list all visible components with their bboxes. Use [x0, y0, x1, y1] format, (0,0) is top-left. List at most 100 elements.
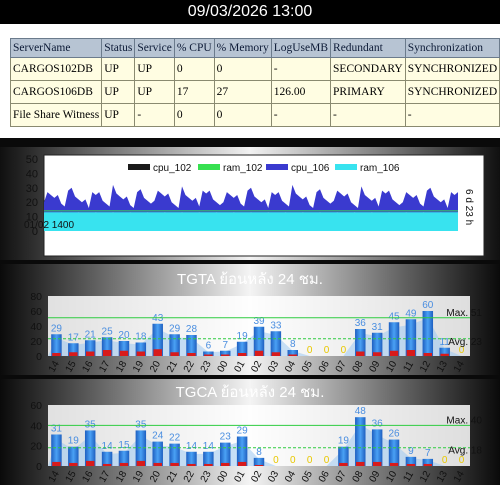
bar-secondary [237, 353, 247, 356]
x-tick-label: 12 [418, 359, 433, 375]
column-header: Status [101, 38, 136, 58]
data-label: 60 [422, 300, 434, 311]
perf-chart-panel: 50 40 30 20 10 0 cpu_102 ram_102 cpu_106 ram_… [0, 147, 500, 260]
chart-title: TGTA ย้อนหลัง 24 ชม. [177, 271, 323, 288]
x-tick-label: 03 [266, 359, 281, 375]
bar [186, 451, 197, 466]
perf-chart-svg: 50 40 30 20 10 0 cpu_102 ram_102 cpu_106 ram_… [0, 147, 500, 260]
bar-secondary [153, 349, 162, 356]
x-tick-label: 23 [199, 469, 214, 485]
table-cell: UP [134, 57, 175, 81]
bar-secondary [52, 353, 61, 356]
bar [405, 319, 417, 356]
data-label: 0 [459, 455, 465, 466]
avg-label: Avg. 23 [448, 337, 482, 348]
bar-secondary [339, 462, 348, 466]
data-label: 9 [408, 446, 414, 457]
bar [118, 341, 130, 356]
panel-divider [0, 375, 500, 379]
bar-secondary [254, 464, 264, 466]
bar-secondary [170, 352, 179, 356]
series-area-ram106 [44, 210, 458, 231]
max-label: Max. 51 [446, 308, 482, 319]
data-label: 22 [169, 433, 181, 444]
table-cell: 0 [213, 57, 272, 81]
panel-divider [0, 260, 500, 264]
table-cell: UP [134, 80, 175, 104]
legend-label: cpu_106 [291, 163, 330, 174]
data-label: 31 [51, 423, 63, 434]
x-tick-label: 16 [80, 359, 95, 375]
data-label: 19 [338, 436, 350, 447]
y-tick-label: 20 [30, 336, 42, 348]
x-tick-label: 12 [418, 469, 433, 485]
x-tick-label: 21 [165, 469, 180, 485]
bar [152, 323, 163, 356]
x-tick-label: 10 [384, 469, 399, 485]
bar-secondary [102, 463, 112, 466]
bar-secondary [85, 460, 95, 466]
data-label: 48 [355, 406, 367, 417]
data-label: 0 [307, 345, 313, 356]
table-header-row: ServerName Status Service % CPU % Memory… [9, 38, 500, 58]
bar-secondary [423, 463, 433, 466]
data-label: 45 [388, 311, 400, 322]
table-cell: - [270, 103, 332, 127]
data-label: 14 [102, 441, 114, 452]
data-label: 7 [425, 448, 431, 459]
bar-secondary [119, 462, 129, 466]
bar [422, 311, 434, 356]
bar [101, 337, 113, 356]
x-tick-label: 19 [131, 469, 146, 485]
perf-y-tick: 40 [26, 168, 38, 180]
bar-secondary [187, 463, 196, 466]
bar-secondary [389, 462, 399, 466]
data-label: 26 [388, 429, 400, 440]
bar [236, 341, 248, 356]
series-area-cpu106 [44, 184, 458, 213]
table-cell: 17 [173, 80, 215, 104]
bar [203, 351, 214, 356]
x-tick-label: 07 [334, 469, 349, 485]
legend-label: ram_102 [223, 163, 263, 174]
y-tick-label: 0 [36, 461, 42, 473]
x-tick-label: 18 [114, 359, 129, 375]
table-cell: CARGOS106DB [9, 80, 103, 104]
data-label: 36 [355, 318, 367, 329]
table-cell: SYNCHRONIZED [404, 80, 500, 104]
perf-x-label: 01/02 1400 [24, 220, 74, 231]
table-row: CARGOS102DB UP UP 0 0 - SECONDARY SYNCHR… [9, 57, 500, 81]
data-label: 0 [459, 345, 465, 356]
table-cell: - [270, 57, 332, 81]
data-label: 0 [341, 345, 347, 356]
data-label: 0 [290, 455, 296, 466]
table-row: File Share Witness UP - 0 0 - - - [9, 103, 500, 127]
x-tick-label: 09 [367, 469, 382, 485]
perf-y-tick: 20 [26, 197, 38, 209]
data-label: 7 [222, 340, 228, 351]
data-label: 6 [206, 341, 212, 352]
bar [135, 430, 147, 466]
bar [253, 457, 265, 466]
column-header: Synchronization [404, 38, 500, 58]
bar-secondary [271, 352, 281, 356]
bar [405, 456, 417, 466]
server-status-table: ServerName Status Service % CPU % Memory… [9, 38, 500, 127]
x-tick-label: 00 [216, 359, 231, 375]
bar-secondary [52, 461, 61, 466]
x-tick-label: 13 [435, 469, 450, 485]
bar-secondary [69, 462, 78, 466]
bar [355, 417, 366, 466]
bar-secondary [288, 354, 297, 356]
bar-secondary [254, 350, 264, 356]
x-tick-label: 15 [64, 469, 79, 485]
bar [186, 335, 197, 356]
y-tick-label: 60 [30, 400, 42, 412]
x-tick-label: 23 [199, 359, 214, 375]
bar-secondary [389, 350, 399, 356]
x-tick-label: 22 [182, 359, 197, 375]
table-row: CARGOS106DB UP UP 17 27 126.00 PRIMARY S… [9, 80, 500, 104]
bar-secondary [356, 461, 365, 466]
x-tick-label: 04 [283, 359, 298, 375]
data-label: 25 [102, 326, 114, 337]
